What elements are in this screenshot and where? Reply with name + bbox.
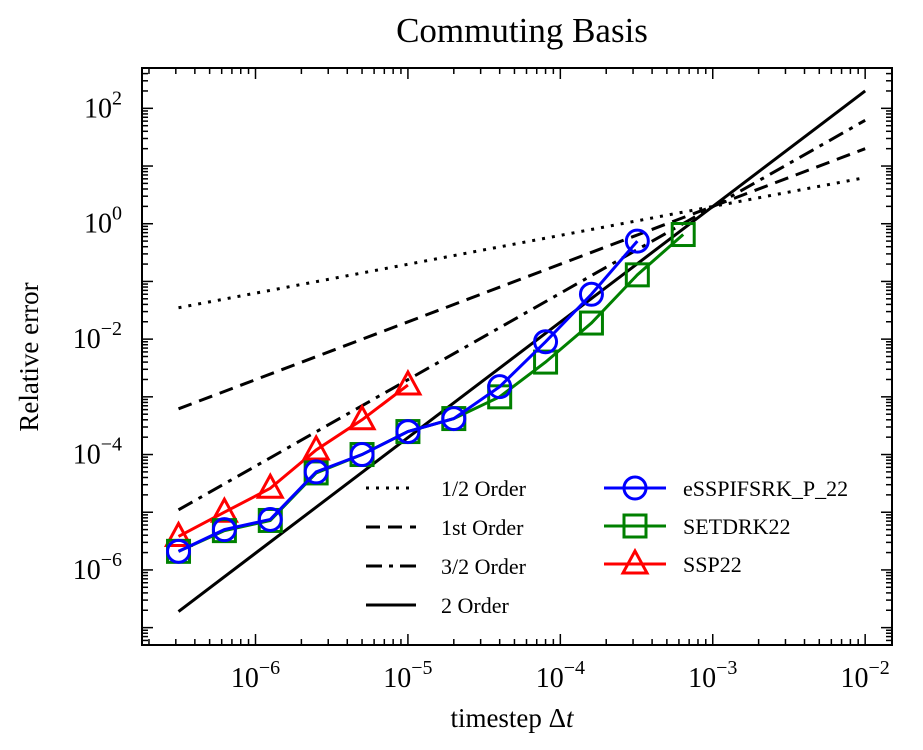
reference-line xyxy=(177,119,866,512)
x-tick-label: 10−5 xyxy=(383,657,432,694)
data-point xyxy=(349,442,375,468)
data-point xyxy=(211,517,237,543)
legend-marker xyxy=(622,513,648,539)
x-tick-label: 10−3 xyxy=(688,657,737,694)
series-line xyxy=(177,240,639,553)
data-point xyxy=(533,349,559,375)
data-point xyxy=(487,374,513,400)
chart-title: Commuting Basis xyxy=(396,11,648,50)
series-line xyxy=(177,233,685,553)
data-point xyxy=(578,310,604,336)
y-tick-label: 10−2 xyxy=(73,318,122,355)
data-point xyxy=(301,433,331,461)
data-point xyxy=(393,368,423,396)
x-axis-label: timestep Δt xyxy=(450,703,575,733)
data-point xyxy=(209,496,239,523)
x-tick-label: 10−6 xyxy=(231,657,280,694)
data-point xyxy=(255,472,285,499)
reference-line xyxy=(177,89,867,613)
y-tick-label: 10−6 xyxy=(73,549,122,586)
data-point xyxy=(257,506,283,532)
y-tick-label: 10−4 xyxy=(73,434,122,471)
legend-label: 1/2 Order xyxy=(441,476,527,501)
x-tick-label: 10−2 xyxy=(841,657,890,694)
y-tick-label: 102 xyxy=(84,87,122,124)
data-point xyxy=(578,281,604,307)
data-point xyxy=(624,262,650,288)
legend-label: 1st Order xyxy=(441,515,524,540)
ticks xyxy=(142,67,892,646)
legend: 1/2 Order 1st Order 3/2 Order 2 Order eSSPIF… xyxy=(366,475,848,618)
data-point xyxy=(166,538,192,564)
data-point xyxy=(441,406,467,432)
legend-marker xyxy=(622,475,648,501)
legend-marker xyxy=(620,547,650,575)
legend-label: 2 Order xyxy=(441,593,509,618)
data-point xyxy=(624,228,650,254)
legend-label: 3/2 Order xyxy=(441,554,527,579)
data-point xyxy=(395,419,421,445)
legend-label: eSSPIFSRK_P_22 xyxy=(683,476,848,501)
data-point xyxy=(347,403,377,431)
data-point xyxy=(303,459,329,485)
data-point xyxy=(670,222,696,248)
data-point xyxy=(533,329,559,355)
reference-line xyxy=(177,147,866,411)
reference-line xyxy=(178,176,866,310)
plot-area xyxy=(163,89,867,613)
x-tick-label: 10−4 xyxy=(536,657,585,694)
y-axis-label: Relative error xyxy=(14,282,44,431)
data-point xyxy=(163,520,194,547)
y-tick-label: 100 xyxy=(84,203,122,240)
legend-label: SETDRK22 xyxy=(683,514,791,539)
legend-label: SSP22 xyxy=(683,552,742,577)
